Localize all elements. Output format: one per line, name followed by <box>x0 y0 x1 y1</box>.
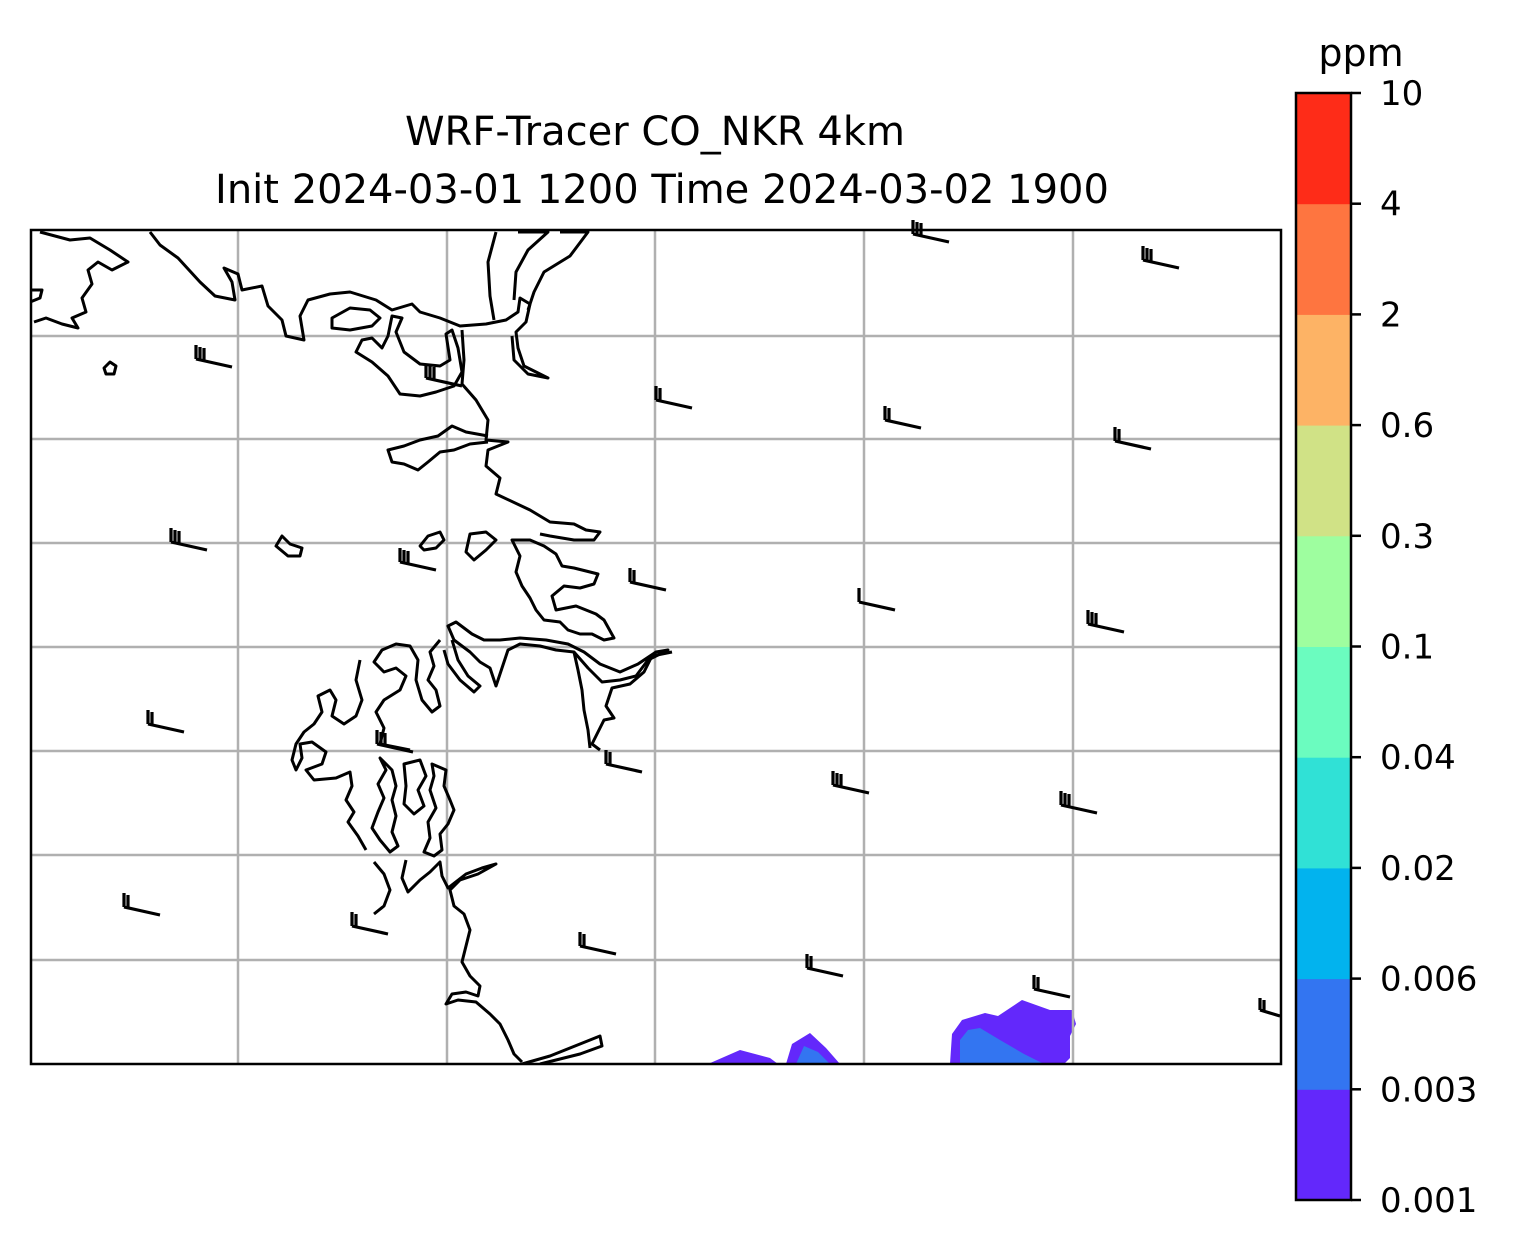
colorbar-tick-label: 0.3 <box>1380 517 1434 557</box>
colorbar-tick-label: 0.6 <box>1380 406 1434 446</box>
coastline-bay-north <box>386 424 489 472</box>
coastline-main-south-2 <box>446 620 670 688</box>
coastline-islet-center <box>274 534 304 558</box>
coastline-inlet-east <box>512 230 550 301</box>
coastline-inlet-outer <box>526 230 590 311</box>
coastline-archipelago-3 <box>370 756 400 854</box>
wind-barb <box>578 932 617 956</box>
colorbar-tick-label: 0.006 <box>1380 960 1477 1000</box>
colorbar-segment <box>1296 203 1351 315</box>
coastline-southern-arm <box>400 859 524 1064</box>
wind-barb <box>628 568 667 592</box>
colorbar-segment <box>1296 93 1351 205</box>
tracer-plume-inner-3 <box>960 1028 1044 1064</box>
coastline-southern-coast <box>372 861 392 916</box>
colorbar-segments <box>1296 93 1351 1201</box>
colorbar-ticks: 0.001 0.003 0.006 0.02 0.04 0.1 0.3 0.6 2 4 10 <box>1351 74 1477 1221</box>
coastlines <box>31 230 673 1064</box>
wind-barb <box>169 528 208 552</box>
wind-barb <box>146 710 185 734</box>
coastline-estuary <box>460 329 602 542</box>
coastline-archipelago-1 <box>372 639 442 752</box>
colorbar-segment <box>1296 535 1351 647</box>
colorbar-segment <box>1296 646 1351 758</box>
wind-barb <box>805 954 844 978</box>
wind-barb <box>350 912 389 936</box>
map-panel <box>29 220 1283 1066</box>
wind-barb <box>424 364 463 388</box>
coastline-islet <box>102 360 118 376</box>
coastline-west-isle <box>31 288 44 304</box>
wind-barb <box>194 345 233 369</box>
colorbar-tick-label: 0.003 <box>1380 1070 1477 1110</box>
wind-barb <box>1086 610 1125 634</box>
wind-barb <box>122 893 161 917</box>
coastline-archipelago-5 <box>422 762 456 858</box>
wind-barbs <box>122 220 1281 1018</box>
coastline-north-headland <box>148 231 550 380</box>
wind-barb <box>1141 246 1180 270</box>
tracer-plume-inner-2 <box>796 1046 830 1064</box>
coastline-archipelago-2 <box>290 659 368 851</box>
coastline-fjord-1 <box>442 639 482 694</box>
gridlines <box>31 230 1281 1064</box>
colorbar-tick-label: 10 <box>1380 74 1423 114</box>
coastline-inlet-west <box>486 231 498 321</box>
colorbar-frame <box>1294 91 1353 1202</box>
coastline-archipelago-4 <box>402 758 428 816</box>
colorbar-tick-label: 0.02 <box>1380 849 1456 889</box>
colorbar-tick-label: 0.04 <box>1380 738 1456 778</box>
colorbar-unit-label: ppm <box>1318 31 1403 75</box>
coastline-central-peninsula <box>354 314 464 398</box>
coastline-sound <box>510 538 616 642</box>
colorbar-segment <box>1296 978 1351 1090</box>
map-frame <box>29 228 1283 1066</box>
tracer-plume-outer-1 <box>708 1050 778 1064</box>
wind-barb <box>398 548 437 572</box>
wind-barb <box>1113 427 1152 451</box>
colorbar-segment <box>1296 757 1351 869</box>
wind-barb <box>857 588 896 612</box>
colorbar-segment <box>1296 425 1351 537</box>
coastline-northwest <box>33 230 130 330</box>
colorbar-segment <box>1296 314 1351 426</box>
wind-barb <box>831 771 870 795</box>
colorbar-tick-label: 0.1 <box>1380 628 1434 668</box>
wind-barb <box>604 750 643 774</box>
colorbar: ppm 0.001 0.003 0.006 0.02 0.04 0.1 0.3 0.6 2 4 10 <box>1294 31 1477 1221</box>
wind-barb <box>1059 791 1098 815</box>
colorbar-segment <box>1296 1089 1351 1201</box>
wind-barb <box>1258 998 1281 1018</box>
coastline-fjord-2 <box>572 651 592 749</box>
colorbar-tick-label: 0.001 <box>1380 1181 1477 1221</box>
coastline-isle-mid-2 <box>464 530 498 562</box>
coastline-isle-mid-1 <box>418 530 446 552</box>
wind-barb <box>911 220 950 244</box>
colorbar-segment <box>1296 867 1351 980</box>
coastline-lake <box>330 306 382 332</box>
figure-title-line2: Init 2024-03-01 1200 Time 2024-03-02 190… <box>215 167 1109 213</box>
coastline-southeast <box>521 1034 604 1064</box>
wind-barb <box>654 386 693 410</box>
tracer-contour-fill <box>708 1000 1076 1064</box>
wind-barb <box>375 730 414 754</box>
wind-barb <box>1032 975 1071 999</box>
wind-barb <box>883 406 922 430</box>
colorbar-tick-label: 4 <box>1380 185 1402 225</box>
figure-title-line1: WRF-Tracer CO_NKR 4km <box>405 109 905 155</box>
coastline-main-south-1 <box>590 650 673 752</box>
colorbar-tick-label: 2 <box>1380 295 1402 335</box>
